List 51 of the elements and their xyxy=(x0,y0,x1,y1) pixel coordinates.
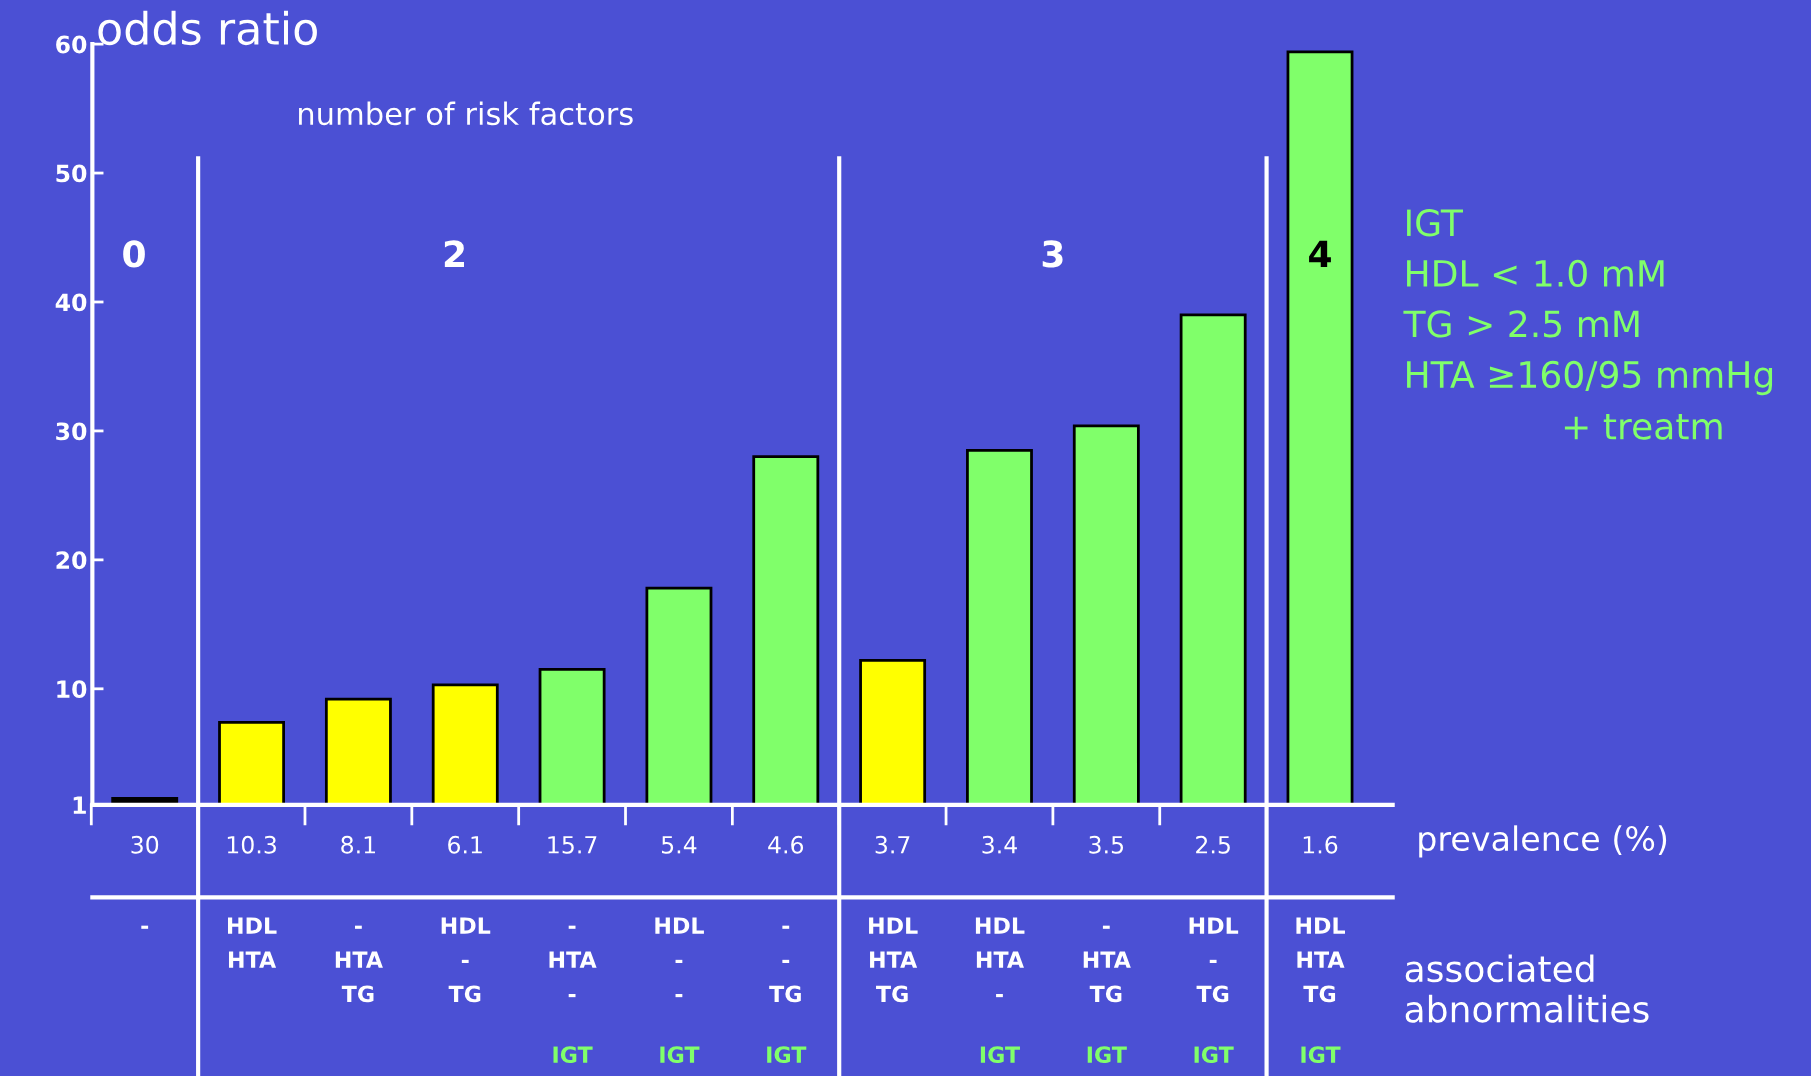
text: IGT xyxy=(767,1046,807,1064)
x-tick-label: 1.6 xyxy=(1303,835,1338,854)
x-tick-label: 10.3 xyxy=(227,835,276,854)
text: IGT xyxy=(1301,1046,1341,1064)
text: HDL HTA - xyxy=(975,917,1025,998)
x-tick-label: 15.7 xyxy=(548,836,597,854)
x-tick-label: 6.1 xyxy=(448,835,482,854)
y-tick-label: 1 xyxy=(73,796,86,814)
text: HDL < 1.0 mM xyxy=(1407,259,1664,288)
y-tick-label: 30 xyxy=(56,422,87,441)
x-tick-label: 3.4 xyxy=(982,835,1017,854)
text: HDL HTA xyxy=(228,917,277,968)
text: IGT xyxy=(553,1046,593,1064)
y-axis-title: odds ratio xyxy=(98,10,317,46)
annotation: 0 xyxy=(123,240,145,268)
y-tick-label: 50 xyxy=(56,164,87,183)
text: number of risk factors xyxy=(299,101,633,126)
text: TG > 2.5 mM xyxy=(1403,310,1639,338)
annotation: 4 xyxy=(1309,240,1331,268)
y-tick-label: 40 xyxy=(55,293,87,312)
text: IGT xyxy=(1407,209,1464,237)
text: IGT xyxy=(980,1046,1020,1064)
text: + treatm xyxy=(1564,413,1722,440)
x-tick-label: 4.6 xyxy=(768,835,804,854)
text: - HTA TG xyxy=(1083,925,1131,1003)
x-tick-label: 2.5 xyxy=(1196,835,1230,854)
text: HDL - TG xyxy=(1189,917,1239,1003)
text: IGT xyxy=(1087,1046,1127,1064)
x-tick-label: 3.7 xyxy=(875,835,910,854)
x-axis-title: prevalence (%) xyxy=(1419,825,1667,858)
text: IGT xyxy=(1194,1046,1234,1064)
text: HDL - - xyxy=(655,917,704,998)
text: HDL - TG xyxy=(441,917,491,1003)
x-tick-label: 8.1 xyxy=(341,835,375,854)
text: associated abnormalities xyxy=(1405,954,1649,1023)
text: HDL HTA TG xyxy=(1296,917,1345,1003)
x-tick-label: 5.4 xyxy=(661,836,697,854)
text: IGT xyxy=(660,1046,700,1064)
y-tick-label: 60 xyxy=(56,35,87,54)
x-tick-label: 30 xyxy=(131,835,159,854)
text: - - TG xyxy=(769,925,801,1003)
annotation: 2 xyxy=(444,240,464,268)
text: HTA ≥160/95 mmHg xyxy=(1407,360,1773,396)
annotation: 3 xyxy=(1042,240,1063,268)
text: - HTA TG xyxy=(335,925,383,1003)
y-tick-label: 20 xyxy=(56,551,87,570)
text: - xyxy=(141,925,149,929)
y-tick-label: 10 xyxy=(57,680,87,699)
x-tick-label: 3.5 xyxy=(1089,835,1124,854)
text: HDL HTA TG xyxy=(869,917,918,1003)
text: - HTA - xyxy=(549,925,597,998)
